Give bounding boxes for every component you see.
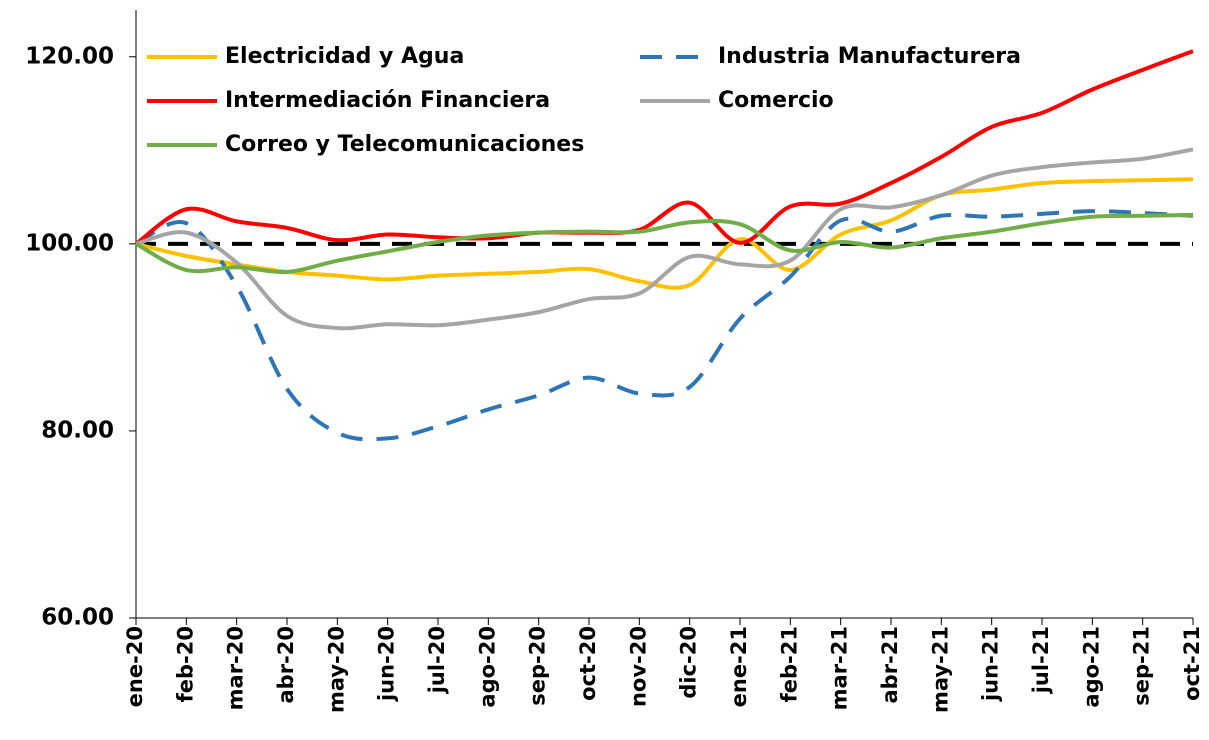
- x-tick-label: ene-20: [123, 626, 147, 707]
- y-tick-label: 60.00: [41, 605, 114, 631]
- x-tick-label: jul-21: [1029, 626, 1053, 694]
- x-tick-label: may-20: [324, 626, 348, 713]
- x-tick-label: ago-20: [475, 626, 499, 708]
- x-tick-label: nov-20: [626, 626, 650, 707]
- legend-label: Intermediación Financiera: [225, 88, 550, 113]
- x-tick-label: feb-21: [777, 626, 801, 702]
- x-tick-label: mar-20: [224, 626, 248, 710]
- x-tick-label: oct-20: [576, 626, 600, 701]
- x-tick-label: ene-21: [727, 626, 751, 707]
- legend-label: Industria Manufacturera: [718, 44, 1021, 69]
- x-tick-label: oct-21: [1180, 626, 1204, 701]
- x-tick-label: feb-20: [173, 626, 197, 702]
- x-tick-label: may-21: [928, 626, 952, 713]
- legend-label: Comercio: [718, 88, 834, 113]
- x-tick-label: jun-20: [375, 626, 399, 702]
- series-line: [135, 209, 1194, 442]
- x-tick-label: sep-20: [526, 626, 550, 706]
- y-tick-label: 80.00: [41, 417, 114, 443]
- series-line: [135, 177, 1194, 290]
- series-line: [134, 49, 1194, 246]
- legend-label: Electricidad y Agua: [225, 44, 464, 69]
- x-tick-label: mar-21: [828, 626, 852, 710]
- x-tick-label: abr-20: [274, 626, 298, 704]
- x-tick-label: jun-21: [979, 626, 1003, 702]
- x-tick-label: abr-21: [878, 626, 902, 704]
- x-tick-label: dic-20: [677, 626, 701, 699]
- series-line: [135, 147, 1194, 331]
- legend-label: Correo y Telecomunicaciones: [225, 132, 584, 157]
- x-tick-label: sep-21: [1130, 626, 1154, 706]
- y-tick-label: 120.00: [25, 43, 114, 69]
- x-tick-label: ago-21: [1079, 626, 1103, 708]
- series-line: [135, 212, 1194, 275]
- y-tick-label: 100.00: [25, 230, 114, 256]
- x-tick-label: jul-20: [425, 626, 449, 694]
